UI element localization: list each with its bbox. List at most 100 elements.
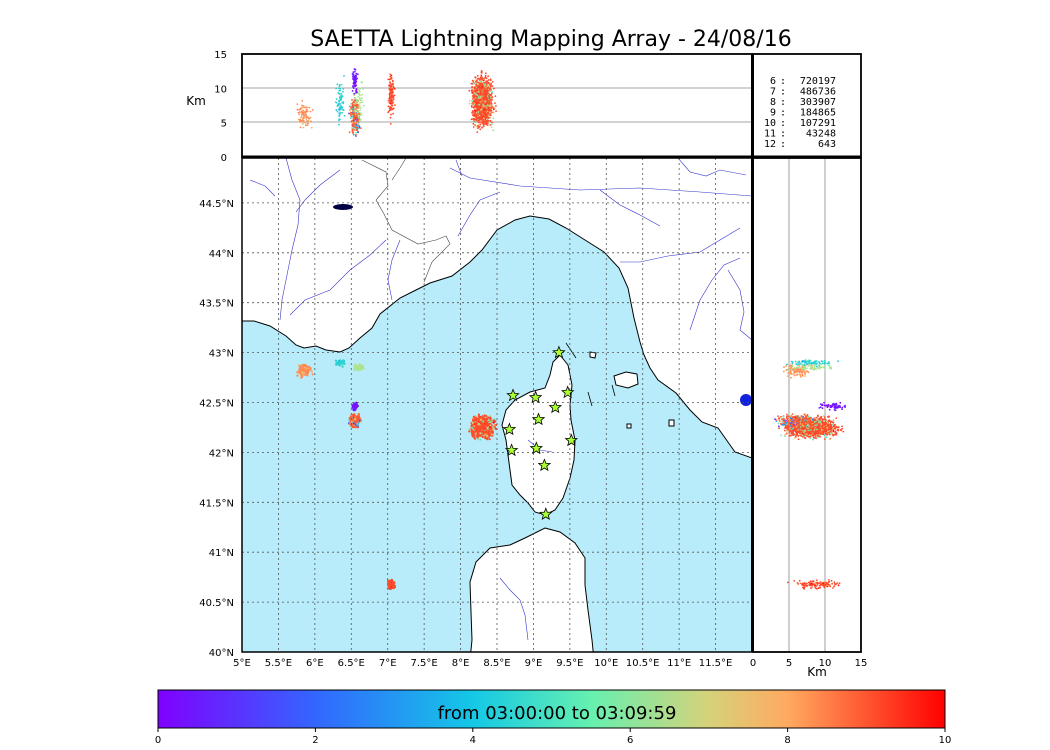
river-alps — [677, 158, 747, 177]
lightning-source — [357, 117, 360, 119]
lightning-source — [304, 364, 307, 368]
river-ombrone — [689, 257, 741, 331]
lightning-source — [472, 419, 475, 422]
lightning-source — [390, 74, 393, 77]
plan-view-map: 5°E 5.5°E 6°E 6.5°E 7°E 7.5°E 8°E 8.5°E 9°E 9.5°E… — [199, 157, 753, 669]
lightning-source — [482, 88, 484, 90]
star-icon — [528, 390, 543, 404]
lightning-source — [489, 89, 492, 92]
stat-source-count: 720197 — [800, 76, 836, 87]
lightning-source — [335, 109, 338, 111]
figure-title: SAETTA Lightning Mapping Array - 24/08/1… — [310, 27, 791, 52]
lightning-source — [479, 111, 481, 114]
lightning-source — [304, 370, 307, 373]
lightning-source — [480, 115, 483, 118]
stat-count-number: 11 — [764, 129, 776, 140]
lightning-source — [390, 89, 392, 92]
lightning-source — [352, 101, 354, 104]
lon-tick-label: 5.5°E — [265, 658, 292, 669]
lightning-source — [349, 113, 352, 116]
lightning-source — [491, 91, 494, 93]
lightning-source — [476, 120, 479, 122]
lightning-source — [338, 115, 341, 118]
lightning-source — [487, 416, 490, 419]
lightning-source — [829, 421, 832, 424]
lightning-source — [828, 416, 830, 418]
lightning-source — [484, 76, 487, 78]
lightning-source — [484, 72, 487, 75]
lightning-source — [477, 107, 480, 110]
lightning-source — [351, 90, 354, 92]
lightning-source — [485, 77, 488, 80]
lightning-source — [480, 70, 483, 72]
lightning-source — [352, 82, 355, 84]
lightning-source — [302, 126, 305, 129]
source-stats-panel: 6:7201977:4867368:3039079:18486510:10729… — [752, 53, 862, 158]
lightning-source — [297, 111, 300, 114]
lightning-source — [350, 105, 352, 108]
lightning-source — [357, 131, 359, 134]
lightning-source — [484, 96, 487, 99]
lightning-source — [392, 98, 395, 100]
lightning-source — [482, 420, 485, 423]
lightning-source — [471, 421, 474, 424]
lightning-source — [360, 127, 362, 129]
lightning-source — [489, 104, 492, 106]
lightning-source — [491, 111, 494, 114]
lightning-source — [340, 95, 343, 98]
lightning-source — [486, 95, 489, 98]
lightning-source — [351, 127, 353, 129]
lightning-source — [487, 119, 490, 122]
lightning-source — [302, 373, 305, 376]
lightning-source — [823, 438, 826, 440]
lightning-source — [475, 101, 477, 104]
lightning-source — [481, 121, 484, 124]
lightning-source — [390, 113, 392, 116]
lightning-source — [354, 408, 357, 411]
top-y-tick-label: 15 — [214, 50, 227, 61]
lightning-source — [354, 406, 357, 409]
lightning-source — [336, 105, 339, 108]
lightning-source — [481, 425, 484, 428]
lightning-source — [352, 86, 354, 88]
lightning-source — [491, 431, 494, 434]
lightning-source — [482, 79, 485, 82]
lightning-source — [471, 86, 473, 88]
lightning-source — [348, 131, 351, 134]
lightning-source — [359, 101, 362, 104]
lightning-source — [353, 68, 356, 70]
lightning-source — [303, 117, 305, 119]
lightning-source — [470, 82, 473, 85]
lightning-source — [355, 115, 358, 118]
lightning-source — [486, 80, 489, 83]
lightning-source — [307, 370, 310, 373]
lightning-source — [352, 408, 355, 411]
lightning-source — [351, 99, 353, 101]
lightning-source — [494, 95, 497, 98]
lightning-source — [355, 88, 358, 91]
lat-tick-labels: 40°N40.5°N41°N41.5°N42°N42.5°N43°N43.5°N… — [199, 199, 234, 659]
lightning-source — [310, 126, 313, 129]
lightning-source — [353, 92, 356, 95]
lightning-source — [348, 105, 351, 108]
lightning-source — [484, 84, 487, 86]
lightning-source — [356, 122, 359, 124]
lightning-source — [491, 85, 494, 87]
river-po — [449, 167, 752, 197]
lightning-source — [306, 374, 309, 377]
lightning-source — [389, 116, 392, 119]
lightning-source — [479, 83, 482, 85]
lightning-source — [488, 438, 491, 441]
lightning-source — [343, 75, 345, 77]
lightning-source — [780, 434, 782, 437]
lightning-source — [473, 113, 476, 116]
lightning-source — [486, 85, 489, 88]
lightning-source — [358, 97, 361, 99]
lightning-source — [480, 76, 483, 79]
lightning-source — [472, 122, 475, 125]
stations-layer — [502, 345, 579, 520]
lightning-source — [490, 92, 493, 95]
lightning-source — [355, 90, 358, 93]
